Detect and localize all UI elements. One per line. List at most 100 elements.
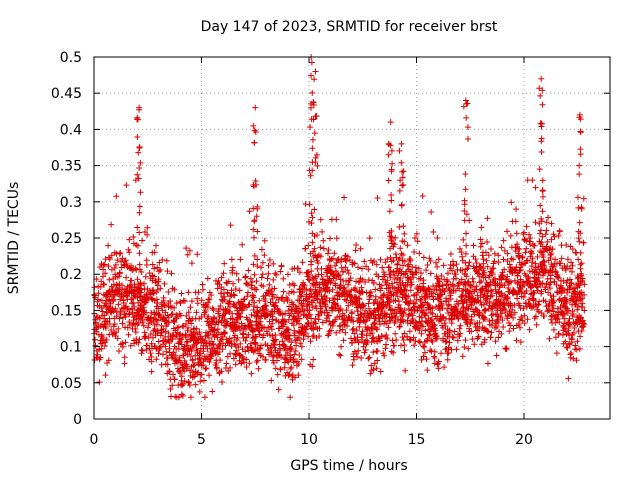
data-point [184, 251, 191, 258]
data-point [181, 298, 188, 305]
data-point [547, 255, 554, 262]
data-point [564, 289, 571, 296]
data-point [553, 269, 560, 276]
data-point [248, 311, 255, 318]
data-point [168, 270, 175, 277]
data-point [399, 182, 406, 189]
data-point [463, 230, 470, 237]
data-point [311, 130, 318, 137]
data-point [277, 268, 284, 275]
data-point [229, 269, 236, 276]
data-point [269, 332, 276, 339]
data-point [217, 357, 224, 364]
data-point [337, 282, 344, 289]
data-point [105, 242, 112, 249]
data-point [296, 315, 303, 322]
data-point [182, 334, 189, 341]
data-point [285, 326, 292, 333]
data-point [519, 253, 526, 260]
data-point [456, 279, 463, 286]
data-point [498, 244, 505, 251]
data-point [550, 298, 557, 305]
data-point [132, 177, 139, 184]
data-point [525, 275, 532, 282]
data-point [385, 324, 392, 331]
data-point [363, 317, 370, 324]
data-point [164, 268, 171, 275]
data-point [374, 326, 381, 333]
data-point [564, 277, 571, 284]
data-point [138, 289, 145, 296]
data-point [115, 301, 122, 308]
data-point [427, 270, 434, 277]
data-point [484, 263, 491, 270]
data-point [484, 295, 491, 302]
data-point [396, 324, 403, 331]
data-point [159, 307, 166, 314]
data-point [400, 168, 407, 175]
data-point [296, 269, 303, 276]
data-point [401, 238, 408, 245]
data-point [537, 92, 544, 99]
data-point [309, 167, 316, 174]
data-point [553, 281, 560, 288]
data-point [517, 338, 524, 345]
data-point [123, 182, 130, 189]
data-point [262, 356, 269, 363]
data-point [102, 270, 109, 277]
data-point [519, 254, 526, 261]
data-point [443, 298, 450, 305]
data-point [356, 278, 363, 285]
data-point [430, 290, 437, 297]
data-point [367, 288, 374, 295]
data-point [301, 282, 308, 289]
data-point [560, 278, 567, 285]
data-point [552, 268, 559, 275]
data-point [397, 287, 404, 294]
data-point [420, 353, 427, 360]
data-point [568, 280, 575, 287]
data-point [258, 246, 265, 253]
data-point [513, 263, 520, 270]
data-point [387, 254, 394, 261]
data-point [256, 297, 263, 304]
data-point [576, 111, 583, 118]
data-point [410, 334, 417, 341]
data-point [191, 362, 198, 369]
data-point [396, 147, 403, 154]
data-point [158, 361, 165, 368]
data-point [223, 279, 230, 286]
data-point [305, 271, 312, 278]
data-point [103, 336, 110, 343]
data-point [465, 135, 472, 142]
data-point [134, 242, 141, 249]
data-point [366, 235, 373, 242]
data-point [355, 264, 362, 271]
data-point [401, 330, 408, 337]
data-point [398, 250, 405, 257]
data-point [154, 317, 161, 324]
y-tick-label: 0.15 [51, 303, 82, 319]
data-point [436, 282, 443, 289]
data-point [121, 354, 128, 361]
data-point [203, 365, 210, 372]
data-point [126, 310, 133, 317]
data-point [137, 189, 144, 196]
data-point [479, 285, 486, 292]
data-point [221, 310, 228, 317]
data-point [215, 318, 222, 325]
data-point [268, 348, 275, 355]
data-point [476, 279, 483, 286]
data-point [397, 245, 404, 252]
data-point [463, 114, 470, 121]
data-point [279, 338, 286, 345]
data-point [312, 113, 319, 120]
data-point [462, 337, 469, 344]
data-point [447, 261, 454, 268]
data-point [492, 286, 499, 293]
data-point [312, 315, 319, 322]
data-point [576, 219, 583, 226]
data-point [327, 327, 334, 334]
data-point [192, 381, 199, 388]
data-point [149, 261, 156, 268]
